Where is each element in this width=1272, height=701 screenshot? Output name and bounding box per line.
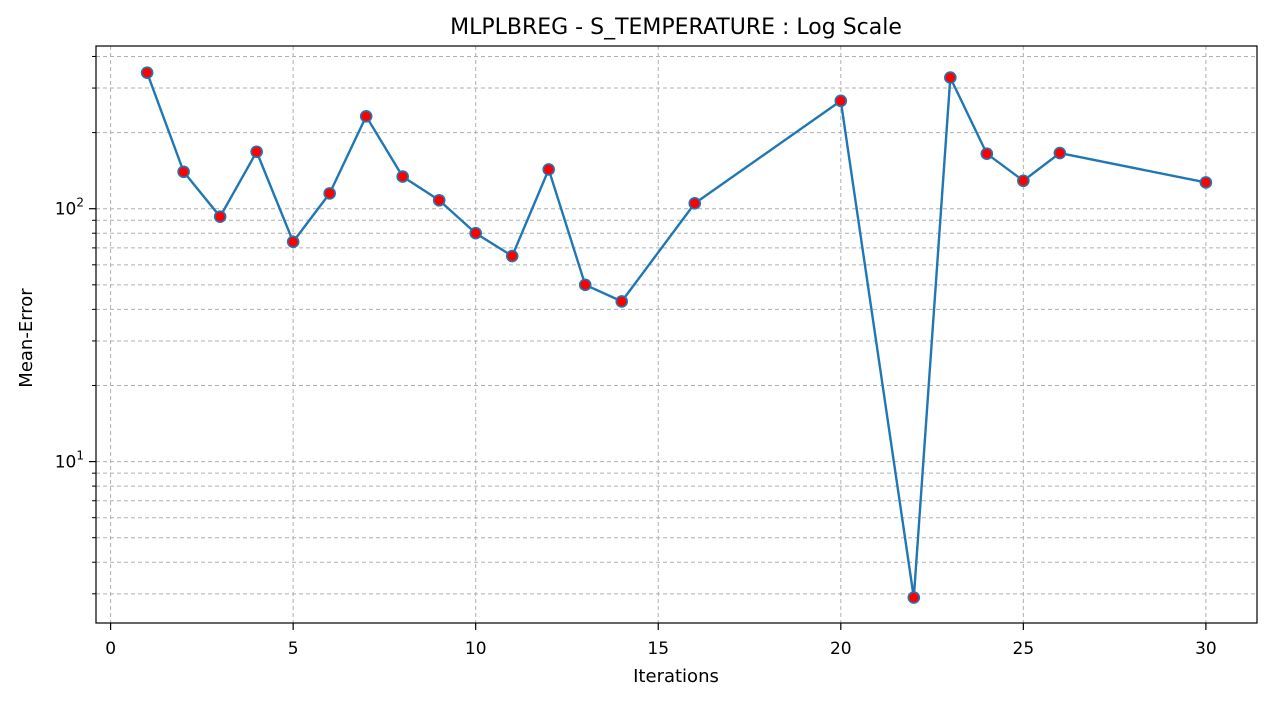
data-point xyxy=(688,197,702,210)
data-point xyxy=(469,226,482,240)
data-point xyxy=(907,591,921,604)
y-axis-label: Mean-Error xyxy=(16,288,37,388)
data-point xyxy=(213,210,227,223)
y-tick-label: 101 xyxy=(55,449,84,473)
x-tick-label: 10 xyxy=(465,639,487,659)
data-point xyxy=(615,295,629,308)
data-point xyxy=(542,163,556,176)
x-tick-label: 30 xyxy=(1195,639,1217,659)
x-axis-label: Iterations xyxy=(633,666,719,687)
data-point xyxy=(505,249,519,263)
data-point xyxy=(944,71,957,84)
data-point xyxy=(432,193,446,207)
x-tick-label: 0 xyxy=(105,639,116,659)
data-point xyxy=(1017,174,1030,188)
data-point xyxy=(396,170,409,183)
axis-ticks: 0 5 10 15 20 25 30 101 102 xyxy=(55,55,1217,659)
data-point xyxy=(177,165,190,179)
data-point xyxy=(1199,176,1213,189)
x-tick-label: 15 xyxy=(647,639,669,659)
data-point xyxy=(834,94,848,108)
data-point xyxy=(1053,146,1067,160)
data-point xyxy=(980,147,994,161)
x-tick-label: 5 xyxy=(288,639,299,659)
x-tick-label: 25 xyxy=(1013,639,1035,659)
data-point xyxy=(359,109,373,123)
data-point xyxy=(140,66,154,80)
data-point xyxy=(250,145,263,159)
series-line-layer xyxy=(145,71,1208,599)
data-point xyxy=(323,187,336,200)
data-points xyxy=(140,66,1213,604)
plot-frame xyxy=(95,45,1258,624)
data-point xyxy=(286,235,300,249)
y-tick-label: 102 xyxy=(55,196,84,220)
data-point xyxy=(578,278,592,292)
chart-title: MLPLBREG - S_TEMPERATURE : Log Scale xyxy=(450,15,902,40)
x-tick-label: 20 xyxy=(830,639,852,659)
grid xyxy=(96,46,1257,623)
series-line xyxy=(145,71,1208,599)
